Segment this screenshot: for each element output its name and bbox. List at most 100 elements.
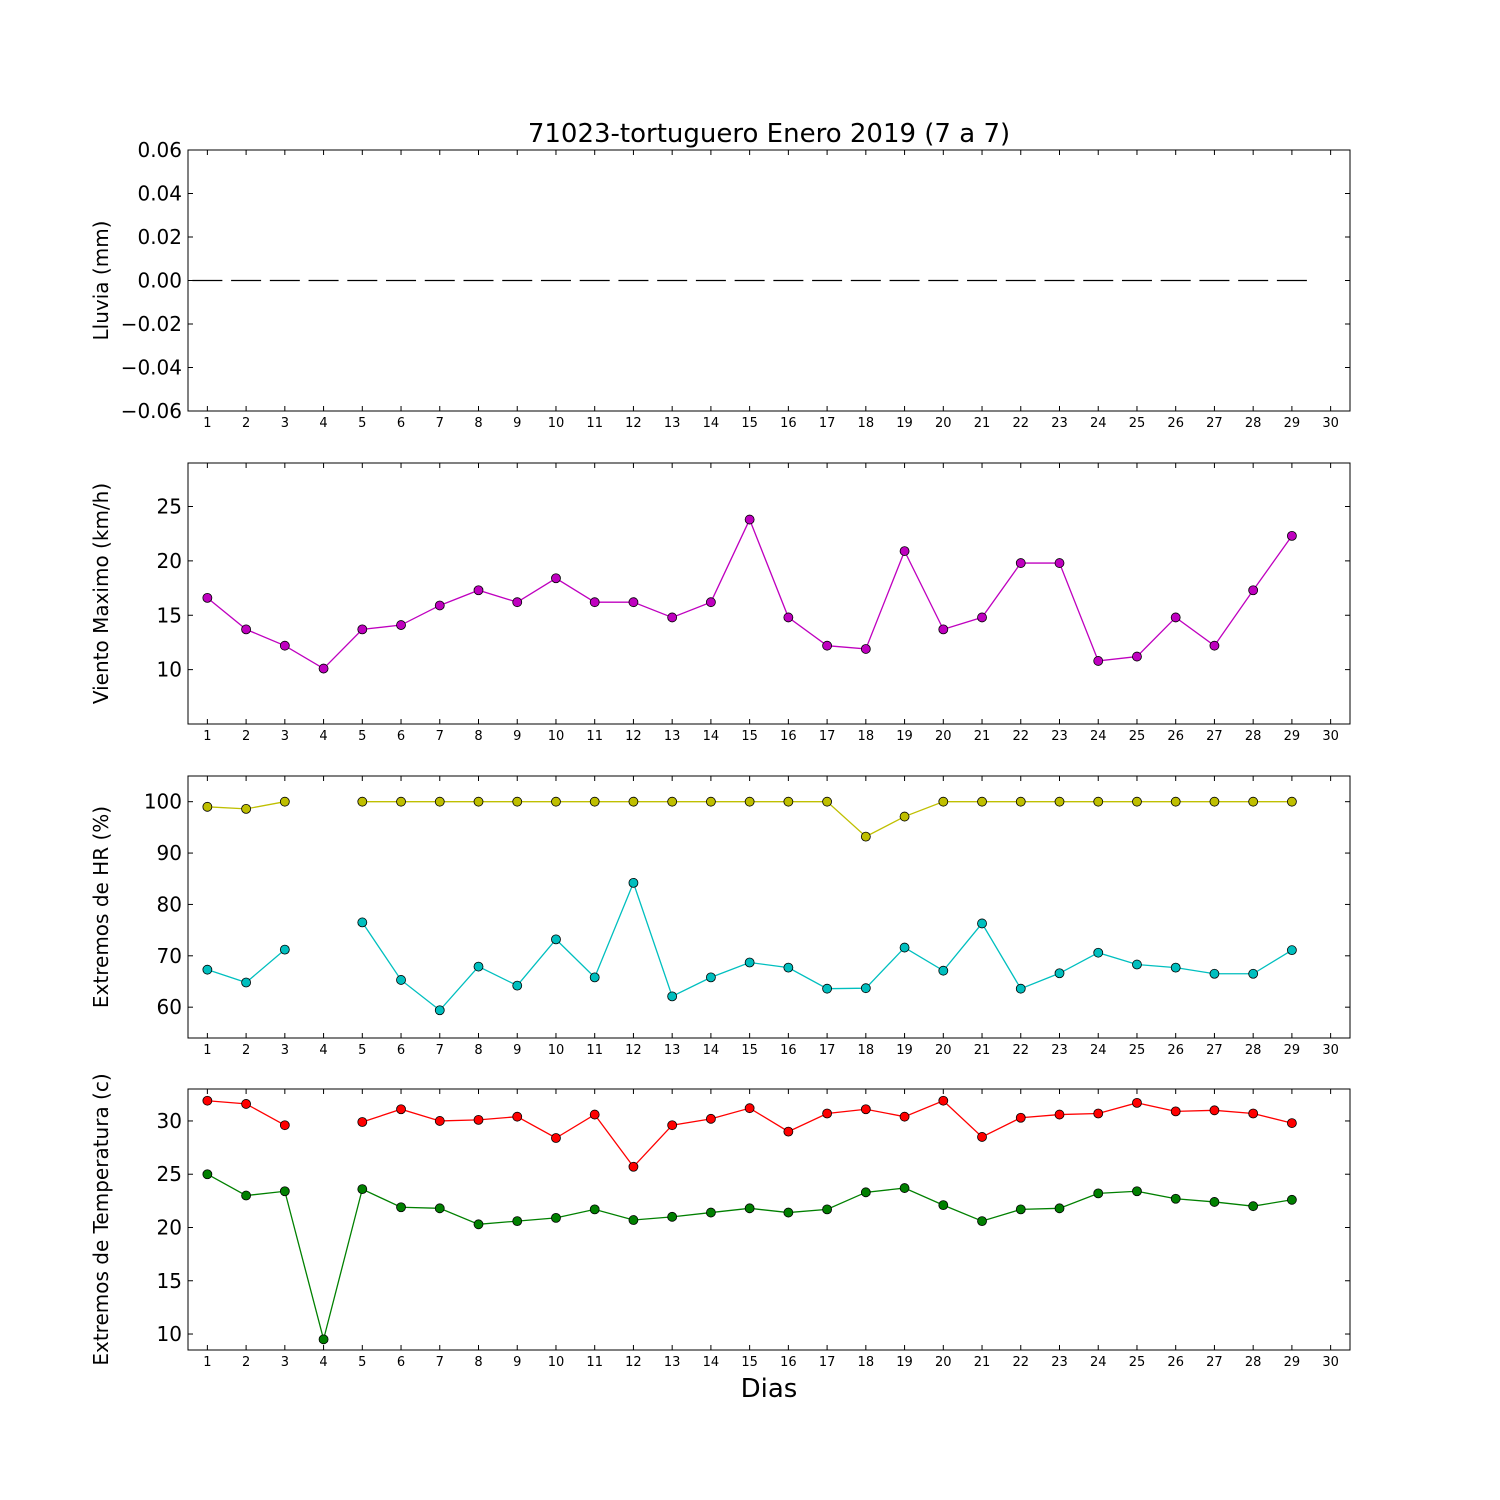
- x-tick-label: 21: [974, 1355, 991, 1370]
- x-tick-label: 10: [548, 416, 565, 431]
- x-tick-label: 3: [281, 729, 289, 744]
- x-tick-label: 11: [586, 729, 603, 744]
- y-axis-label: Viento Maximo (km/h): [89, 483, 113, 704]
- x-tick-label: 28: [1245, 1043, 1262, 1058]
- series-1-point: [1054, 558, 1065, 568]
- series-2-point: [1170, 1193, 1181, 1204]
- series-2-point: [667, 1211, 678, 1222]
- x-tick-label: 22: [1012, 729, 1029, 744]
- x-tick-label: 29: [1284, 1043, 1301, 1058]
- series-1-point: [279, 796, 290, 807]
- series-2-point: [1287, 1194, 1297, 1205]
- series-1-point: [860, 644, 871, 654]
- x-tick-label: 20: [935, 1355, 952, 1370]
- series-1-point: [667, 612, 678, 623]
- series-1-point: [1054, 1109, 1065, 1120]
- series-1-point: [396, 796, 406, 807]
- axes-frame: [187, 1088, 1351, 1351]
- x-tick-label: 24: [1090, 1043, 1107, 1058]
- series-2-point: [241, 977, 252, 988]
- series-2-point: [783, 1207, 794, 1218]
- series-1-point: [1132, 796, 1142, 807]
- series-1-point: [667, 1120, 678, 1131]
- series-2-point: [318, 1334, 329, 1345]
- y-tick-label: 15: [157, 1269, 182, 1293]
- series-1-point: [977, 796, 987, 807]
- series-1-point: [473, 585, 484, 596]
- series-1-point: [744, 514, 755, 525]
- series-2-point: [1015, 983, 1026, 994]
- series-1-point: [977, 1132, 987, 1142]
- y-tick-label: 20: [157, 1215, 182, 1239]
- x-tick-label: 17: [819, 729, 836, 744]
- x-tick-label: 6: [397, 1043, 405, 1058]
- x-tick-label: 25: [1129, 416, 1146, 431]
- series-2-point: [1054, 1203, 1065, 1214]
- x-tick-label: 7: [436, 1043, 444, 1058]
- y-tick-label: 20: [157, 549, 182, 573]
- series-2-point: [938, 965, 949, 976]
- x-tick-label: 29: [1284, 1355, 1301, 1370]
- x-tick-label: 16: [780, 729, 797, 744]
- series-1-point: [1132, 1097, 1142, 1108]
- x-tick-label: 2: [242, 416, 250, 431]
- x-tick-label: 21: [974, 416, 991, 431]
- x-tick-label: 24: [1090, 416, 1107, 431]
- x-tick-label: 2: [242, 1355, 250, 1370]
- series-1-point: [589, 796, 600, 807]
- x-tick-label: 12: [625, 1355, 642, 1370]
- x-tick-label: 21: [974, 729, 991, 744]
- series-1-point: [434, 600, 445, 611]
- series-2-point: [512, 1216, 523, 1226]
- series-2-point: [1015, 1204, 1026, 1215]
- series-2-point: [1132, 1186, 1142, 1197]
- series-1-point: [1248, 585, 1259, 596]
- x-tick-label: 23: [1051, 416, 1068, 431]
- x-tick-label: 14: [703, 729, 720, 744]
- series-1-point: [241, 1099, 252, 1109]
- y-tick-label: −0.02: [121, 312, 182, 336]
- series-1-point: [706, 1113, 716, 1124]
- x-tick-label: 4: [319, 1043, 327, 1058]
- x-tick-label: 11: [586, 1355, 603, 1370]
- x-tick-label: 15: [741, 1043, 758, 1058]
- y-tick-label: 0.06: [137, 138, 182, 162]
- x-tick-label: 2: [242, 729, 250, 744]
- series-1-point: [706, 597, 716, 608]
- y-tick-label: 15: [157, 603, 182, 627]
- x-tick-label: 6: [397, 416, 405, 431]
- x-axis-label: Dias: [741, 1374, 798, 1404]
- series-1-point: [473, 796, 484, 807]
- series-1-point: [822, 640, 832, 651]
- series-1-point: [551, 1133, 561, 1143]
- x-tick-label: 12: [625, 1043, 642, 1058]
- series-2-point: [1054, 968, 1065, 979]
- series-2-point: [783, 962, 794, 973]
- series-1-point: [551, 573, 561, 584]
- figure-title: 71023-tortuguero Enero 2019 (7 a 7): [528, 119, 1010, 149]
- series-1-point: [434, 1116, 445, 1126]
- series-2-point: [1093, 1188, 1104, 1199]
- series-2-point: [357, 917, 368, 928]
- series-2-point: [512, 980, 523, 991]
- series-1-line: [207, 801, 1292, 838]
- series-1-point: [1093, 796, 1104, 807]
- series-1-point: [1132, 651, 1142, 662]
- series-1-point: [1093, 1108, 1104, 1119]
- series-2-point: [744, 1203, 755, 1214]
- series-1-point: [938, 1095, 949, 1106]
- x-tick-label: 10: [548, 1043, 565, 1058]
- series-2-point: [938, 1200, 949, 1211]
- x-tick-label: 24: [1090, 729, 1107, 744]
- x-tick-label: 16: [780, 416, 797, 431]
- x-tick-label: 15: [741, 729, 758, 744]
- x-tick-label: 4: [319, 729, 327, 744]
- x-tick-label: 5: [358, 1043, 366, 1058]
- x-tick-label: 27: [1206, 729, 1223, 744]
- x-tick-label: 7: [436, 729, 444, 744]
- series-1-line: [206, 517, 1293, 670]
- y-tick-label: 90: [157, 841, 182, 865]
- x-tick-label: 10: [548, 1355, 565, 1370]
